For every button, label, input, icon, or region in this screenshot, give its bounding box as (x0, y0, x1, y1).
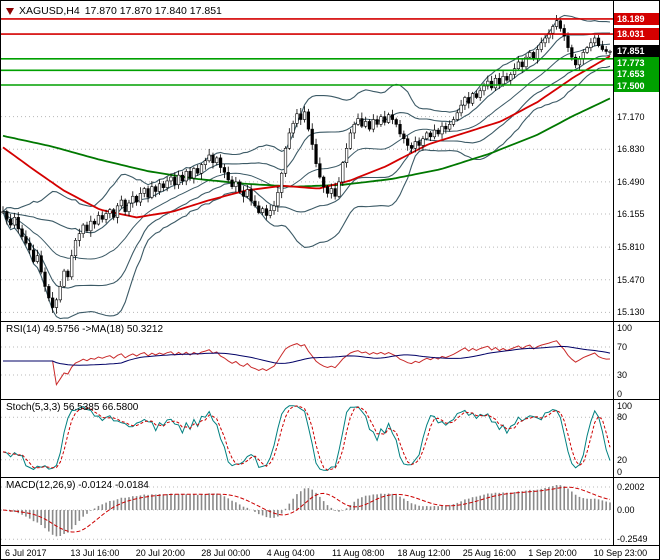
rsi-series (3, 340, 611, 387)
time-label: 11 Aug 08:00 (332, 548, 385, 558)
bollinger-mid-line (2, 43, 611, 260)
rsi-tick-label: 30 (617, 370, 628, 380)
time-label: 28 Jul 00:00 (201, 548, 251, 558)
price-tick-label: 15.130 (617, 307, 645, 318)
stoch-d-line (2, 405, 611, 471)
time-label: 18 Aug 12:00 (397, 548, 451, 558)
ma-slow (2, 97, 611, 188)
time-axis[interactable] (1, 546, 659, 559)
price-axis-divider (613, 1, 614, 546)
price-tick-label: 16.830 (617, 144, 645, 155)
price-badge-support: 17.773 (614, 56, 659, 69)
macd-tick-label: 0.00 (617, 504, 635, 515)
stoch-gridlines (1, 416, 613, 461)
rsi-line (3, 340, 611, 387)
time-label: 4 Aug 04:00 (266, 548, 315, 558)
macd-canvas (1, 485, 613, 540)
rsi-ma-series (3, 345, 611, 366)
rsi-canvas (1, 340, 613, 387)
stoch-tick-label: 80 (617, 412, 628, 423)
bollinger-bands (2, 14, 611, 320)
ma-slow-line (2, 97, 611, 188)
price-badge-current: 17.851 (614, 45, 659, 58)
rsi-tick-label: 70 (617, 342, 628, 352)
macd-gridlines (1, 486, 613, 540)
rsi-indicator-panel[interactable]: RSI(14) 49.5756 ->MA(18) 50.3212 (1, 322, 659, 400)
price-badge-support: 17.500 (614, 79, 659, 92)
ma-fast-line (2, 55, 611, 219)
rsi-gridlines (1, 346, 613, 376)
rsi-label: RSI(14) 49.5756 ->MA(18) 50.3212 (6, 324, 164, 335)
price-badge-resistance: 18.189 (614, 12, 659, 25)
ohlc-readout: 17.870 17.870 17.840 17.851 (84, 5, 222, 17)
rsi-tick-label: 100 (617, 323, 633, 333)
stochastic-label: Stoch(5,3,3) 56.5385 66.5800 (6, 402, 139, 413)
price-badge-resistance: 18.031 (614, 28, 659, 41)
price-tick-label: 16.155 (617, 209, 645, 219)
candlesticks (1, 15, 612, 314)
price-chart-panel[interactable]: XAGUSD,H4 17.870 17.870 17.840 17.851 (1, 1, 659, 322)
symbol-label: XAGUSD,H4 (19, 5, 80, 17)
macd-tick-label: -0.2549 (617, 534, 648, 545)
stochastic-canvas (1, 405, 613, 471)
rsi-ma-line (3, 345, 611, 366)
symbol-triangle-icon (6, 7, 14, 15)
macd-label: MACD(12,26,9) -0.0124 -0.0184 (6, 480, 149, 491)
price-tick-label: 15.810 (617, 242, 645, 253)
price-badge-support: 17.653 (614, 68, 659, 81)
time-label: 6 Jul 2017 (5, 548, 47, 558)
stoch-tick-label: 20 (617, 454, 628, 465)
stoch-tick-label: 0 (617, 467, 623, 477)
price-tick-label: 17.170 (617, 111, 645, 122)
time-label: 10 Sep 23:00 (593, 548, 648, 558)
stoch-d-series (2, 405, 611, 471)
rsi-tick-label: 0 (617, 389, 623, 399)
support-resistance-lines (1, 18, 613, 86)
time-label: 25 Aug 16:00 (462, 548, 516, 558)
stoch-k-line (2, 405, 611, 471)
macd-indicator-panel[interactable]: MACD(12,26,9) -0.0124 -0.0184 (1, 478, 659, 546)
ma-fast (2, 55, 611, 219)
price-tick-label: 16.490 (617, 176, 645, 187)
time-label: 1 Sep 20:00 (528, 548, 577, 558)
price-chart-canvas (1, 14, 613, 320)
chart-header: XAGUSD,H4 17.870 17.870 17.840 17.851 (6, 5, 222, 17)
main-gridlines (1, 116, 613, 313)
macd-signal-series (2, 486, 611, 533)
time-label: 13 Jul 16:00 (70, 548, 120, 558)
macd-signal-line (2, 486, 611, 533)
price-tick-label: 15.470 (617, 274, 645, 285)
stochastic-indicator-panel[interactable]: Stoch(5,3,3) 56.5385 66.5800 (1, 400, 659, 478)
macd-tick-label: 0.2002 (617, 482, 645, 492)
stoch-k-series (2, 405, 611, 471)
stoch-tick-label: 100 (617, 401, 633, 411)
time-label: 20 Jul 20:00 (135, 548, 185, 558)
macd-histogram (6, 485, 611, 537)
